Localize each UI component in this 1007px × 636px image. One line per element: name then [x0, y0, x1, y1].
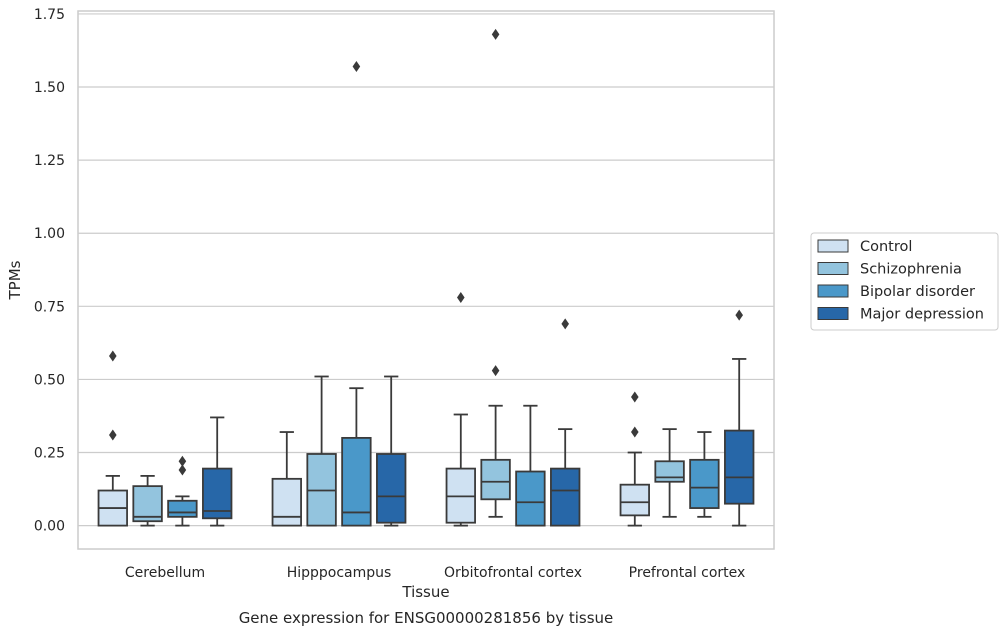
box-schizophrenia: [132, 475, 163, 527]
box-iqr: [515, 470, 546, 527]
x-tick-label: Orbitofrontal cortex: [444, 565, 582, 581]
outlier-point: [178, 464, 187, 476]
y-tick-label: 0.75: [34, 299, 65, 315]
y-axis-label: TPMs: [6, 260, 24, 300]
y-tick-label: 1.00: [34, 226, 65, 242]
box-control: [271, 431, 302, 527]
x-axis-label: Tissue: [401, 583, 449, 601]
outlier-point: [561, 318, 569, 330]
box-iqr: [376, 453, 407, 524]
legend-frame: [810, 232, 999, 331]
box-major-depression: [550, 318, 581, 527]
box-control: [445, 292, 476, 527]
box-control: [619, 391, 650, 527]
box-iqr: [550, 467, 581, 527]
x-tick-label: Cerebellum: [125, 565, 205, 581]
box-control: [97, 350, 128, 527]
box-iqr: [202, 467, 233, 520]
legend-swatch: [817, 284, 849, 298]
box-iqr: [271, 477, 302, 527]
box-major-depression: [724, 309, 755, 527]
box-iqr: [619, 483, 650, 517]
y-tick-label: 0.25: [34, 446, 65, 462]
x-tick-label: Hipppocampus: [287, 565, 392, 581]
y-tick-label: 0.00: [34, 519, 65, 535]
chart-title: Gene expression for ENSG00000281856 by t…: [239, 609, 614, 627]
y-tick-label: 0.50: [34, 372, 65, 388]
legend: Control Schizophrenia Bipolar disorder Majo…: [810, 232, 999, 331]
box-major-depression: [202, 416, 233, 527]
y-tick-label: 1.50: [34, 80, 65, 96]
box-bipolar-disorder: [689, 431, 720, 518]
box-iqr: [654, 460, 685, 483]
box-bipolar-disorder: [515, 404, 546, 527]
box-iqr: [480, 458, 511, 501]
boxes: [97, 28, 755, 527]
box-bipolar-disorder: [167, 455, 198, 527]
legend-label: Bipolar disorder: [860, 284, 975, 300]
legend-label: Schizophrenia: [860, 262, 962, 278]
box-schizophrenia: [306, 375, 337, 527]
box-bipolar-disorder: [341, 61, 372, 527]
box-iqr: [724, 429, 755, 505]
box-iqr: [167, 499, 198, 518]
outlier-point: [457, 292, 465, 304]
grid-lines: [78, 13, 774, 527]
legend-label: Major depression: [860, 307, 984, 323]
x-axis-ticks: Cerebellum Hipppocampus Orbitofrontal cort…: [125, 565, 745, 581]
outlier-point: [491, 365, 500, 377]
outlier-point: [109, 429, 117, 441]
y-axis-ticks: 0.00 0.25 0.50 0.75 1.00 1.25 1.50 1.75: [34, 7, 65, 535]
legend-swatch: [817, 262, 849, 275]
y-tick-label: 1.25: [34, 153, 65, 169]
outlier-point: [109, 350, 117, 362]
y-tick-label: 1.75: [34, 7, 65, 23]
box-iqr: [132, 485, 163, 523]
outlier-point: [491, 28, 500, 40]
box-schizophrenia: [654, 428, 685, 518]
plot-background: [78, 11, 774, 549]
box-schizophrenia: [480, 28, 511, 518]
box-major-depression: [376, 375, 407, 527]
box-iqr: [689, 458, 720, 509]
outlier-point: [735, 309, 743, 321]
plot-frame: [77, 10, 775, 550]
outlier-point: [178, 455, 187, 467]
legend-swatch: [817, 307, 849, 320]
legend-label: Control: [860, 239, 912, 255]
outlier-point: [631, 391, 639, 403]
box-iqr: [341, 436, 372, 527]
outlier-point: [352, 61, 361, 73]
legend-swatch: [817, 239, 849, 253]
x-tick-label: Prefrontal cortex: [629, 565, 746, 581]
outlier-point: [631, 426, 639, 438]
